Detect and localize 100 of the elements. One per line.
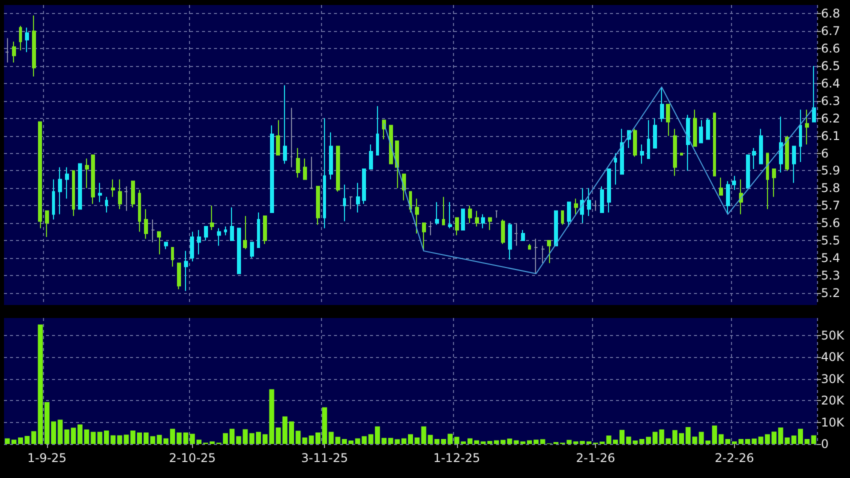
candlestick — [719, 177, 723, 196]
candlestick — [442, 196, 445, 226]
candlestick — [224, 226, 227, 236]
candlestick — [673, 128, 677, 176]
candlestick — [666, 104, 670, 136]
y-tick-label: 5.6 — [821, 216, 840, 230]
y-tick-label: 6.7 — [821, 24, 840, 38]
candlestick — [541, 245, 545, 264]
candlestick — [620, 128, 624, 175]
candlestick — [356, 182, 360, 214]
candlestick — [501, 219, 505, 244]
candlestick — [210, 205, 214, 230]
y-tick-label: 6.3 — [821, 94, 840, 108]
candlestick — [614, 152, 617, 186]
y-tick-label: 20K — [821, 394, 846, 408]
candlestick — [706, 118, 710, 140]
candlestick — [805, 109, 809, 146]
candlestick — [105, 196, 108, 214]
candlestick — [574, 198, 578, 215]
candlestick — [329, 132, 333, 180]
candlestick — [528, 243, 531, 250]
candlestick — [495, 210, 498, 218]
y-tick-label: 6.8 — [821, 6, 840, 21]
candlestick — [65, 166, 69, 200]
y-tick-label: 6.2 — [821, 111, 840, 126]
x-tick-label: 2-2-26 — [714, 451, 754, 465]
candlestick — [52, 178, 55, 220]
candlestick — [455, 217, 459, 236]
candlestick — [243, 216, 247, 250]
y-tick-label: 50K — [821, 328, 846, 342]
candlestick — [746, 154, 750, 189]
candlestick — [792, 146, 796, 184]
x-tick-label: 2-10-25 — [168, 451, 216, 465]
candlestick — [514, 222, 518, 246]
candlestick — [779, 116, 783, 173]
candlestick — [415, 198, 419, 234]
candlestick — [343, 184, 346, 222]
y-tick-label: 5.8 — [821, 181, 840, 196]
x-tick-label: 3-11-25 — [301, 451, 348, 465]
y-tick-label: 5.4 — [821, 250, 840, 265]
candlestick — [12, 41, 16, 64]
y-tick-label: 6.4 — [821, 76, 840, 90]
candlestick — [296, 148, 300, 178]
candlestick — [177, 262, 181, 290]
candlestick — [422, 222, 426, 252]
candlestick — [660, 86, 664, 122]
candlestick — [171, 246, 174, 268]
candlestick — [250, 242, 254, 258]
candlestick — [270, 124, 274, 214]
y-tick-label: 5.7 — [821, 198, 840, 213]
candlestick — [534, 238, 538, 274]
candlestick — [230, 206, 234, 241]
candlestick — [5, 38, 9, 64]
candlestick — [759, 128, 763, 164]
candlestick — [594, 200, 597, 212]
y-tick-label: 5.5 — [821, 233, 840, 248]
candlestick — [316, 186, 320, 226]
candlestick — [389, 124, 393, 164]
candlestick — [772, 168, 776, 198]
y-tick-label: 5.3 — [821, 268, 840, 282]
x-tick-label: 1-12-25 — [433, 451, 480, 465]
candlestick — [580, 188, 584, 224]
y-tick-label: 6.1 — [821, 128, 840, 143]
candlestick — [237, 228, 241, 274]
y-tick-label: 10K — [821, 415, 846, 430]
candlestick — [217, 228, 221, 246]
candlestick — [151, 219, 155, 243]
candlestick — [144, 208, 148, 240]
candlestick — [448, 202, 452, 229]
candlestick — [766, 152, 769, 210]
candlestick — [567, 202, 571, 228]
candlestick — [111, 178, 115, 198]
candlestick — [521, 230, 525, 241]
y-tick-label: 40K — [821, 350, 846, 364]
candlestick — [263, 216, 267, 244]
candlestick — [276, 120, 280, 156]
candlestick — [693, 109, 697, 147]
candlestick — [124, 186, 128, 212]
candlestick — [369, 144, 373, 170]
candlestick — [732, 175, 736, 190]
x-tick-label: 2-1-26 — [576, 451, 616, 465]
candlestick — [45, 210, 49, 238]
candlestick — [812, 66, 816, 122]
y-tick-label: 0 — [821, 437, 829, 451]
candlestick — [58, 166, 62, 215]
candlestick — [633, 128, 637, 158]
candlestick — [376, 106, 379, 156]
candlestick — [785, 135, 789, 172]
candlestick — [699, 120, 703, 144]
candlestick — [309, 156, 313, 189]
candlestick — [184, 250, 188, 292]
y-tick-label: 5.9 — [821, 164, 840, 178]
y-tick-label: 5.2 — [821, 286, 840, 300]
candlestick — [204, 226, 208, 241]
candlestick — [19, 25, 22, 51]
candlestick — [91, 154, 95, 204]
candlestick — [547, 240, 551, 264]
candlestick — [468, 205, 472, 224]
y-tick-label: 6.5 — [821, 59, 840, 74]
candlestick — [554, 210, 558, 246]
